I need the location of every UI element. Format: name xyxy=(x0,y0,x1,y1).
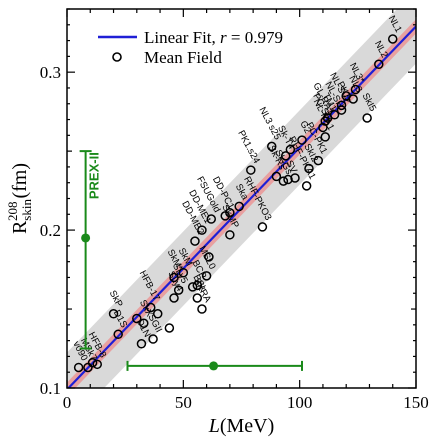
l-constraint-errorbar xyxy=(126,360,303,371)
y-tick-label: 0.2 xyxy=(40,221,61,240)
data-point xyxy=(92,359,102,370)
data-point xyxy=(387,34,398,44)
data-point xyxy=(169,293,179,303)
y-tick-label: 0.3 xyxy=(40,63,61,82)
data-point xyxy=(301,181,312,191)
l-point xyxy=(209,361,219,371)
data-point xyxy=(197,225,207,235)
legend-mean-field-label: Mean Field xyxy=(144,48,222,67)
data-point xyxy=(164,323,175,333)
data-point xyxy=(197,304,207,314)
data-point xyxy=(204,252,214,262)
data-point xyxy=(201,271,212,281)
data-point xyxy=(290,173,300,183)
axes: 0 50 100 150 0.1 0.2 0.3 L(MeV) Rskin208(fm) xyxy=(5,8,429,437)
data-point xyxy=(113,329,123,340)
data-point xyxy=(173,285,184,295)
data-point xyxy=(257,222,268,232)
data-point xyxy=(192,293,203,303)
data-point xyxy=(225,230,235,240)
data-point xyxy=(146,302,156,313)
point-label: NL3 s25 xyxy=(256,105,282,141)
data-point xyxy=(278,176,289,186)
confidence-bands xyxy=(67,9,416,388)
data-point xyxy=(271,171,282,182)
data-point xyxy=(73,362,84,373)
y-axis-label: Rskin208(fm) xyxy=(5,163,34,234)
data-point xyxy=(374,59,384,70)
data-point xyxy=(362,113,372,123)
data-point xyxy=(320,116,331,126)
data-point xyxy=(139,318,149,329)
x-axis-label: L(MeV) xyxy=(208,415,275,437)
prex-ii-errorbar: PREX-II xyxy=(79,150,102,350)
point-label: G2 xyxy=(297,119,313,135)
prex-label: PREX-II xyxy=(87,152,102,199)
data-point xyxy=(152,309,163,319)
data-point xyxy=(246,165,256,175)
data-point xyxy=(318,122,328,133)
point-label: PK1.s24 xyxy=(235,129,262,166)
data-point xyxy=(178,267,189,278)
data-point xyxy=(234,201,244,212)
data-point xyxy=(336,105,347,115)
data-point xyxy=(132,313,142,324)
data-point xyxy=(313,155,324,166)
y-tick-label: 0.1 xyxy=(40,379,61,398)
prex-point xyxy=(81,233,91,243)
data-point xyxy=(341,91,351,101)
x-tick-label: 150 xyxy=(403,393,429,412)
data-point xyxy=(297,135,307,145)
data-point xyxy=(87,357,98,368)
data-point xyxy=(108,309,119,319)
data-point xyxy=(320,132,331,142)
data-point xyxy=(206,214,217,224)
data-point xyxy=(225,207,235,218)
data-point xyxy=(169,272,179,283)
data-point xyxy=(304,163,314,174)
data-point xyxy=(190,236,200,246)
legend-fit-label: Linear Fit, r = 0.979 xyxy=(144,28,283,47)
data-point xyxy=(266,141,277,152)
data-point xyxy=(350,84,361,95)
x-tick-label: 0 xyxy=(63,393,72,412)
data-point xyxy=(136,339,147,349)
x-tick-label: 50 xyxy=(175,393,192,412)
data-point xyxy=(280,151,291,161)
legend-mean-field-swatch xyxy=(112,52,122,62)
data-point xyxy=(192,280,203,291)
data-point xyxy=(187,282,198,292)
data-point xyxy=(148,334,158,344)
x-tick-label: 100 xyxy=(287,393,313,412)
data-point xyxy=(283,174,293,185)
data-point xyxy=(336,100,347,111)
data-point xyxy=(285,144,296,155)
